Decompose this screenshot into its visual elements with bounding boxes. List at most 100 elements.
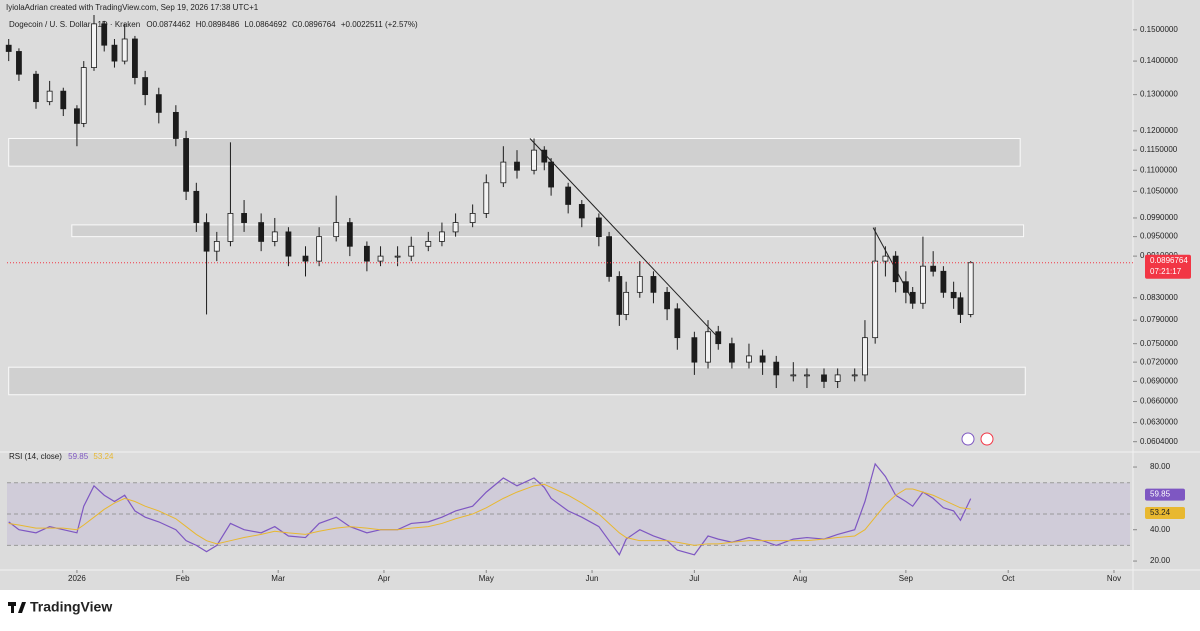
candle-body (821, 374, 827, 382)
axis-value-label: 59.85 (1150, 490, 1171, 499)
candle-body (346, 222, 353, 247)
candle-body (514, 161, 520, 171)
event-icon[interactable] (961, 432, 975, 446)
axis-value-label: 53.24 (1150, 508, 1171, 517)
candle-body (623, 291, 630, 315)
candle-body (872, 260, 879, 339)
symbol: Dogecoin / U. S. Dollar · 1D · Kraken (9, 20, 140, 29)
candle-body (80, 67, 87, 124)
candle-body (595, 217, 602, 238)
candle-body (363, 245, 370, 262)
candle-body (91, 23, 97, 68)
rsi-legend: RSI (14, close) 59.85 53.24 (9, 452, 114, 461)
candle-body (548, 161, 555, 188)
candle-body (636, 276, 643, 293)
y-tick-label: 0.0790000 (1140, 315, 1178, 324)
y-tick-label: 0.0660000 (1140, 397, 1178, 406)
candle-body (302, 255, 309, 262)
candle-body (142, 77, 149, 96)
brand-logo (8, 602, 26, 613)
candle-body (674, 308, 681, 339)
candle-body (227, 213, 234, 242)
candle-body (862, 337, 868, 376)
candle-body (121, 38, 128, 62)
rsi-title: RSI (14, close) (9, 452, 62, 461)
candle-body (909, 291, 916, 304)
chart-background (0, 0, 1200, 590)
y-tick-label: 0.1300000 (1140, 90, 1178, 99)
x-tick-label: Jun (586, 574, 599, 583)
candle-body (46, 90, 53, 103)
candle-body (790, 374, 797, 377)
candle-body (578, 204, 585, 219)
x-tick-label: Sep (899, 574, 914, 583)
candle-body (33, 73, 39, 103)
candle-body (920, 265, 926, 304)
candle-body (408, 245, 415, 257)
y-tick-label: 0.1150000 (1140, 145, 1178, 154)
x-tick-label: Nov (1107, 574, 1121, 583)
candle-body (183, 138, 189, 192)
countdown: 07:21:17 (1150, 267, 1182, 276)
y-tick-label: 40.00 (1150, 525, 1171, 534)
candle-body (902, 281, 909, 293)
candle-body (650, 276, 657, 293)
high-value: H0.0898486 (196, 20, 240, 29)
candle-body (957, 297, 964, 315)
x-tick-label: Aug (793, 574, 807, 583)
candle-body (394, 255, 401, 258)
candle-body (851, 374, 858, 377)
candle-body (425, 241, 432, 247)
credit: IyiolaAdrian created with TradingView.co… (6, 3, 259, 12)
legend: Dogecoin / U. S. Dollar · 1D · Kraken O0… (9, 20, 418, 29)
y-tick-label: 0.0750000 (1140, 339, 1178, 348)
rsi-ma-value: 53.24 (93, 452, 114, 461)
candle-body (241, 213, 247, 223)
candle-body (285, 231, 292, 257)
candle-body (60, 90, 67, 110)
candle-body (804, 374, 810, 377)
candle-body (155, 94, 162, 113)
candle-body (967, 262, 974, 315)
candle-body (74, 108, 80, 124)
candle-body (773, 361, 780, 376)
candle-body (16, 51, 22, 75)
candle-body (746, 355, 752, 363)
candle-body (203, 222, 210, 252)
candle-body (606, 236, 612, 277)
open-value: O0.0874462 (146, 20, 191, 29)
last-price-box (1145, 254, 1191, 279)
logo-part (11, 602, 14, 613)
candle-body (950, 291, 957, 299)
candle-body (452, 222, 459, 233)
candle-body (213, 241, 220, 252)
y-tick-label: 0.0604000 (1140, 437, 1178, 446)
candle-body (258, 222, 265, 242)
close-value: C0.0896764 (292, 20, 336, 29)
candle-body (5, 44, 12, 52)
trendline (529, 138, 721, 340)
x-tick-label: May (479, 574, 494, 583)
y-tick-label: 0.1100000 (1140, 165, 1178, 174)
x-tick-label: Oct (1002, 574, 1015, 583)
flag-icon[interactable] (980, 432, 994, 446)
candle-body (377, 255, 384, 262)
last-price-label: 0.0896764 (1150, 256, 1188, 265)
candle-body (691, 337, 698, 363)
y-tick-label: 0.0950000 (1140, 232, 1178, 241)
rsi-value: 59.85 (68, 452, 89, 461)
candle-body (483, 182, 490, 214)
candle-body (271, 231, 278, 242)
candle-body (930, 265, 937, 272)
candle-body (316, 236, 323, 262)
candle-body (172, 111, 179, 139)
candle-body (111, 44, 118, 62)
y-tick-label: 0.0830000 (1140, 293, 1178, 302)
y-tick-label: 0.1400000 (1140, 56, 1178, 65)
candle-body (132, 38, 138, 78)
candle-body (101, 23, 108, 46)
x-tick-label: 2026 (68, 574, 86, 583)
y-tick-label: 0.0990000 (1140, 213, 1178, 222)
candle-body (759, 355, 766, 363)
